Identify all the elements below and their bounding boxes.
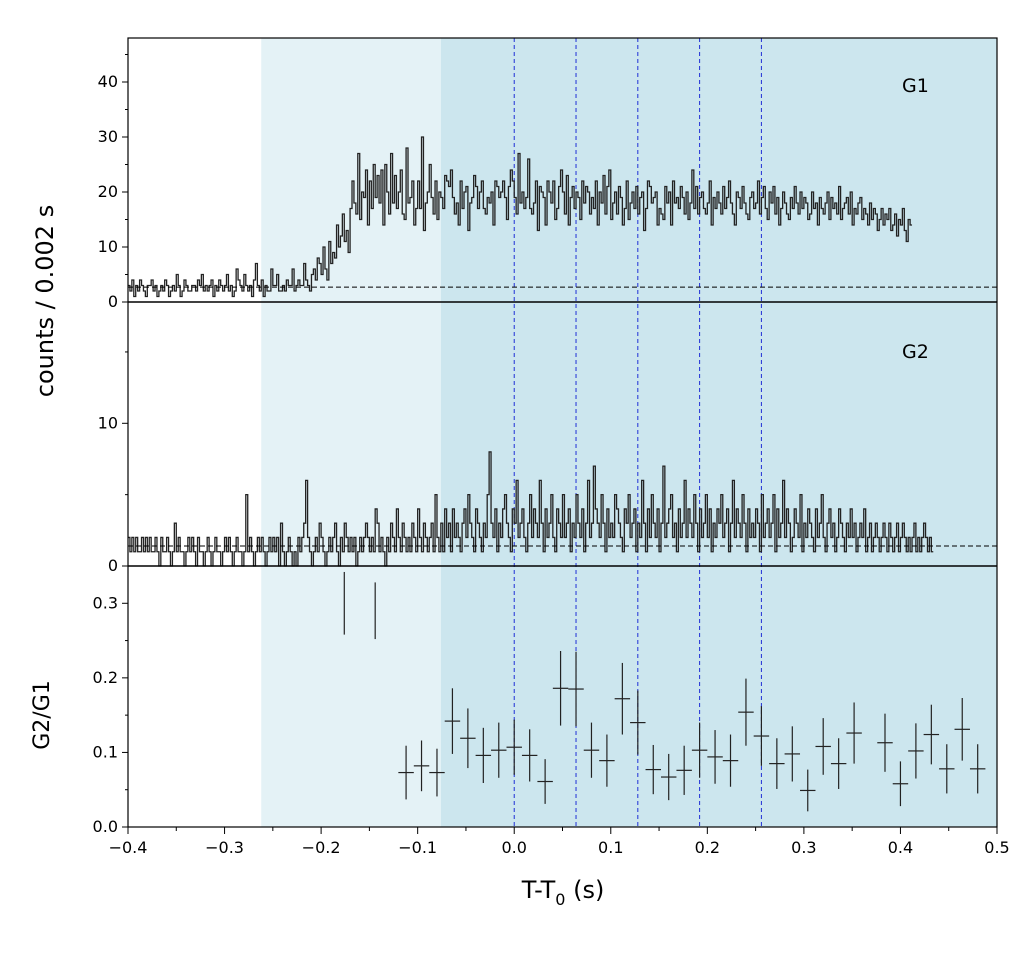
xtick-label-9: 0.5 — [984, 838, 1009, 857]
ytick-label-ratio-0: 0.0 — [93, 817, 118, 836]
shaded-regions — [261, 38, 998, 827]
ytick-label-g1-2: 20 — [98, 182, 118, 201]
xtick-label-5: 0.1 — [598, 838, 623, 857]
ytick-label-ratio-1: 0.1 — [93, 742, 118, 761]
plot-frame — [127, 37, 998, 828]
ytick-label-ratio-3: 0.3 — [93, 593, 118, 612]
xtick-label-1: −0.3 — [205, 838, 244, 857]
ytick-label-g2-1: 10 — [98, 413, 118, 432]
ytick-label-g1-3: 30 — [98, 127, 118, 146]
panel-g2: 0 10 G2 — [98, 341, 997, 575]
panel-g1: 0 10 20 30 40 G1 — [98, 54, 997, 311]
ytick-label-g2-0: 0 — [108, 556, 118, 575]
ytick-label-g1-4: 40 — [98, 72, 118, 91]
xtick-label-6: 0.2 — [695, 838, 720, 857]
ytick-label-g1-0: 0 — [108, 292, 118, 311]
x-axis-title-sub: 0 — [555, 890, 565, 909]
panel-ratio: 0.0 0.1 0.2 0.3 G2/G1 — [30, 571, 986, 836]
x-axis-title-main: T-T — [521, 876, 556, 904]
xtick-label-3: −0.1 — [398, 838, 437, 857]
xtick-label-0: −0.4 — [109, 838, 148, 857]
ytick-label-g1-1: 10 — [98, 237, 118, 256]
g1-histogram — [128, 136, 913, 298]
xtick-label-4: 0.0 — [501, 838, 526, 857]
counts-axis-title: counts / 0.002 s — [31, 205, 59, 397]
vertical-lines — [513, 38, 762, 827]
ytick-label-ratio-2: 0.2 — [93, 668, 118, 687]
g2-histogram — [128, 451, 934, 567]
xtick-label-8: 0.4 — [888, 838, 913, 857]
light-region — [261, 38, 441, 827]
dark-region — [440, 38, 998, 827]
x-axis: −0.4 −0.3 −0.2 −0.1 0.0 0.1 0.2 0.3 0.4 0.5 — [109, 827, 1010, 857]
xtick-label-7: 0.3 — [791, 838, 816, 857]
x-axis-title-unit: (s) — [565, 876, 604, 904]
xtick-label-2: −0.2 — [302, 838, 341, 857]
ratio-axis-title: G2/G1 — [30, 680, 55, 750]
x-axis-title: T-T0 (s) — [521, 876, 605, 909]
panel-label-g1: G1 — [902, 75, 929, 97]
panel-label-g2: G2 — [902, 341, 929, 363]
